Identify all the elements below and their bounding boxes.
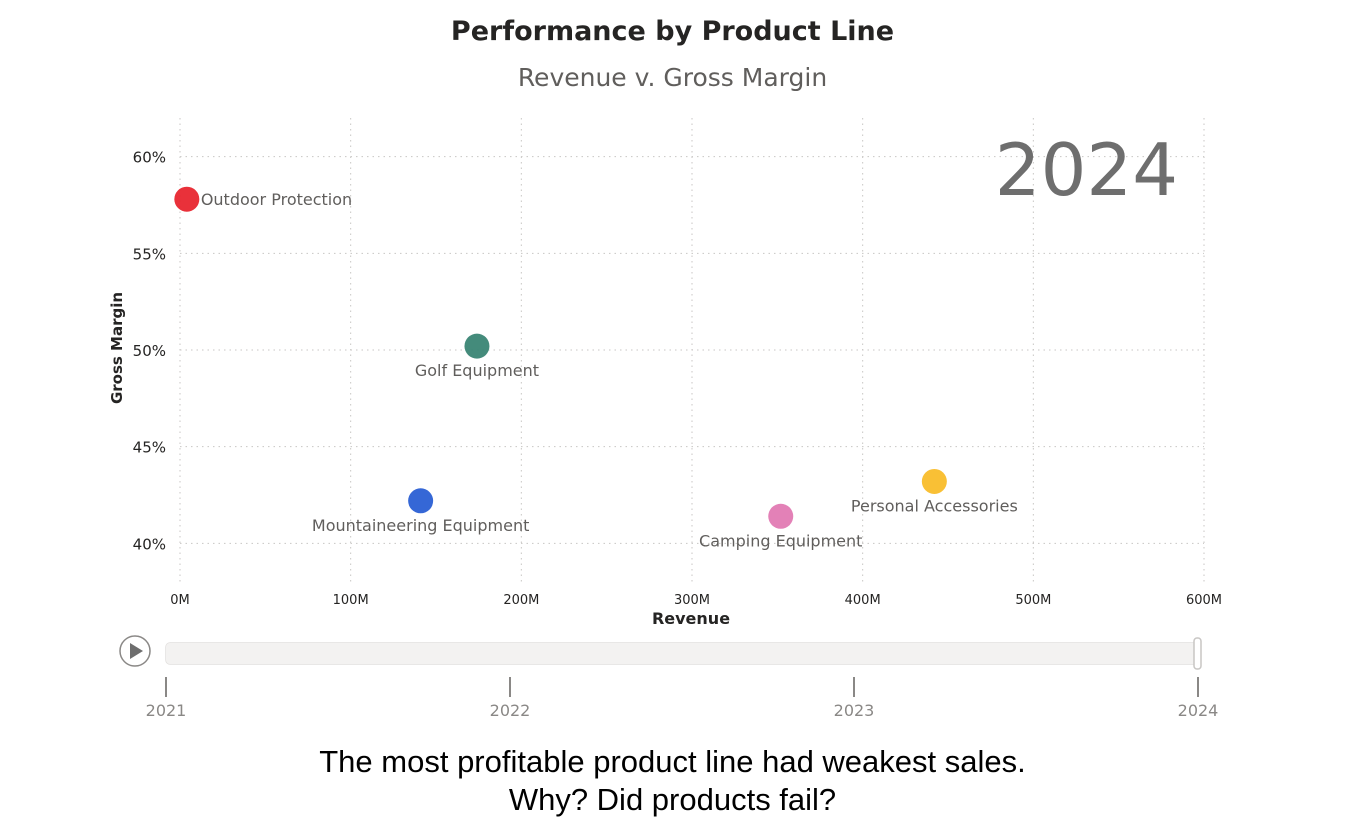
y-axis-ticks: 40% 45% 50% 55% 60% bbox=[133, 149, 166, 554]
y-tick-label: 60% bbox=[133, 149, 166, 167]
data-label: Camping Equipment bbox=[699, 531, 862, 550]
chart-title: Performance by Product Line bbox=[450, 16, 895, 47]
caption-line-1: The most profitable product line had wea… bbox=[319, 744, 1026, 779]
play-axis-tick-label[interactable]: 2021 bbox=[146, 701, 187, 720]
x-tick-label: 600M bbox=[1186, 593, 1222, 608]
data-point[interactable] bbox=[408, 488, 434, 514]
play-axis-progress bbox=[166, 643, 1198, 664]
x-axis-label: Revenue bbox=[652, 609, 730, 628]
x-tick-label: 200M bbox=[503, 593, 539, 608]
data-label: Outdoor Protection bbox=[201, 190, 352, 209]
x-axis-ticks: 0M 100M 200M 300M 400M 500M 600M bbox=[170, 593, 1222, 608]
data-point[interactable] bbox=[174, 186, 200, 212]
scatter-chart: 40% 45% 50% 55% 60% 0M 100M 200M 300M 400M 500M 60… bbox=[108, 118, 1222, 720]
play-axis-handle[interactable] bbox=[1193, 637, 1202, 670]
play-button[interactable] bbox=[119, 635, 151, 667]
x-tick-label: 0M bbox=[170, 593, 190, 608]
caption-line-2: Why? Did products fail? bbox=[508, 782, 837, 817]
x-tick-label: 500M bbox=[1015, 593, 1051, 608]
x-tick-label: 300M bbox=[674, 593, 710, 608]
play-icon bbox=[130, 643, 143, 659]
caption: The most profitable product line had wea… bbox=[0, 743, 1345, 819]
play-axis-ticks: 2021 2022 2023 2024 bbox=[146, 677, 1219, 720]
play-axis-tick-label[interactable]: 2023 bbox=[834, 701, 875, 720]
y-tick-label: 40% bbox=[133, 535, 166, 553]
x-tick-label: 400M bbox=[845, 593, 881, 608]
y-tick-label: 50% bbox=[133, 342, 166, 360]
data-points: Outdoor Protection Golf Equipment Mountain… bbox=[174, 186, 1018, 550]
data-label: Golf Equipment bbox=[415, 361, 539, 380]
data-point[interactable] bbox=[768, 503, 794, 529]
play-axis-tick-label[interactable]: 2024 bbox=[1178, 701, 1219, 720]
data-label: Mountaineering Equipment bbox=[312, 516, 529, 535]
chart-subtitle: Revenue v. Gross Margin bbox=[517, 63, 828, 92]
y-tick-label: 55% bbox=[133, 245, 166, 263]
x-tick-label: 100M bbox=[333, 593, 369, 608]
y-tick-label: 45% bbox=[133, 439, 166, 457]
data-point[interactable] bbox=[464, 333, 490, 359]
y-axis-label: Gross Margin bbox=[108, 292, 126, 404]
data-point[interactable] bbox=[921, 468, 947, 494]
play-axis-value-label: 2024 bbox=[995, 128, 1178, 212]
play-axis-tick-label[interactable]: 2022 bbox=[490, 701, 531, 720]
data-label: Personal Accessories bbox=[851, 496, 1018, 515]
grid-lines bbox=[179, 118, 1205, 582]
